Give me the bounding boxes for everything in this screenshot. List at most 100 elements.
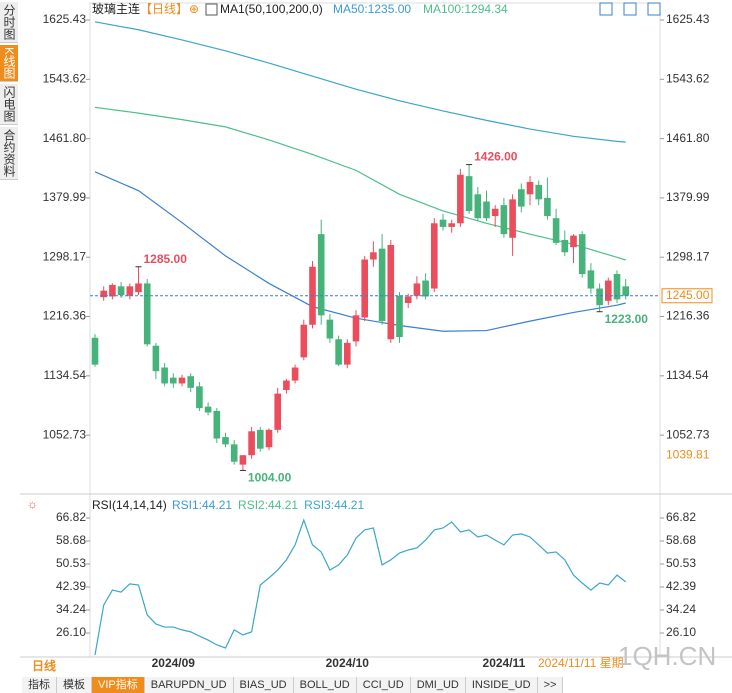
- candle-body: [300, 324, 308, 358]
- candle-body: [317, 234, 325, 316]
- candle-body: [91, 337, 99, 365]
- ma-line: [94, 171, 626, 332]
- y-tick-label: 66.82: [56, 510, 86, 524]
- candle-body: [622, 286, 629, 296]
- candle-body: [143, 283, 151, 345]
- ma-text: MA50:1235.00: [333, 2, 411, 16]
- y-tick-label: 1298.17: [43, 249, 87, 263]
- icon[interactable]: ☼: [27, 497, 38, 511]
- candle-body: [352, 315, 360, 342]
- candle-body: [431, 223, 438, 289]
- candle-body: [170, 377, 177, 384]
- x-tick-label: 2024/11: [483, 656, 526, 670]
- tab[interactable]: 模板: [57, 677, 92, 693]
- y-tick-label: 1625.43: [43, 12, 87, 26]
- annotation: 1223.00: [605, 312, 649, 326]
- period: 【日线】: [140, 2, 188, 16]
- candle-body: [291, 367, 299, 381]
- tab[interactable]: >>: [537, 677, 564, 693]
- candle-body: [378, 248, 386, 322]
- side-tab[interactable]: K线图: [0, 45, 18, 83]
- candle-body: [500, 205, 508, 235]
- y-tick-label: 1543.62: [43, 71, 87, 85]
- y-tick-label: 1216.36: [43, 309, 87, 323]
- candle-body: [283, 380, 290, 390]
- candle-body: [457, 174, 464, 224]
- toolbar: [599, 2, 661, 16]
- candle-body: [570, 235, 577, 248]
- legend-entry: RSI1:44.21: [172, 498, 232, 512]
- candle-body: [257, 429, 264, 449]
- chart: 玻璃主连 【日线】 ⊕ MA1(50,100,200,0) MA50:1235.…: [20, 1, 732, 673]
- y-tick-label: 1543.62: [666, 71, 710, 85]
- tool-button[interactable]: [623, 2, 637, 16]
- tab[interactable]: BOLL_UD: [293, 677, 357, 693]
- y-tick-label: 1134.54: [666, 368, 709, 382]
- date-label: 2024/11/11 星期: [538, 656, 624, 670]
- candle-body: [561, 239, 569, 253]
- candle-body: [465, 176, 473, 211]
- tab[interactable]: CCI_UD: [356, 677, 411, 693]
- tab[interactable]: 指标: [22, 677, 57, 693]
- candle-body: [135, 283, 142, 293]
- y-tick-label: 1461.80: [666, 131, 710, 145]
- side-tab[interactable]: 分时图: [0, 2, 18, 43]
- candle-body: [396, 295, 403, 338]
- ma-line: [94, 106, 626, 261]
- watermark: 1QH.CN: [618, 641, 716, 671]
- candle-body: [204, 406, 212, 413]
- candle-body: [605, 280, 612, 301]
- candle-body: [370, 252, 377, 260]
- y-tick-label: 1461.80: [43, 131, 87, 145]
- annotation: 1004.00: [248, 471, 292, 485]
- candle-body: [248, 431, 255, 456]
- candle-body: [587, 270, 595, 289]
- y-tick-label: 58.68: [56, 533, 86, 547]
- candle-body: [239, 455, 247, 465]
- side-tab[interactable]: 合约资料: [0, 127, 18, 180]
- y-tick-label: 66.82: [666, 510, 696, 524]
- title: 玻璃主连: [92, 1, 140, 16]
- candle-body: [439, 219, 447, 227]
- icon[interactable]: [205, 3, 218, 16]
- candle-body: [518, 189, 525, 207]
- y-tick-label: 26.10: [666, 625, 696, 639]
- candle-body: [335, 339, 342, 365]
- candle-body: [596, 288, 603, 306]
- y-tick-label: 1052.73: [43, 427, 87, 441]
- indicator: MA1(50,100,200,0): [220, 2, 323, 16]
- legend-entry: RSI2:44.21: [238, 498, 298, 512]
- candle-body: [552, 218, 560, 243]
- tab[interactable]: DMI_UD: [410, 677, 466, 693]
- candle-body: [161, 367, 168, 384]
- candle-body: [613, 274, 621, 300]
- tab[interactable]: BIAS_UD: [233, 677, 294, 693]
- side-tab[interactable]: 闪电图: [0, 84, 18, 125]
- legend-entry: RSI3:44.21: [304, 498, 364, 512]
- candle-body: [413, 283, 421, 296]
- candle-body: [126, 286, 134, 296]
- tool-button[interactable]: [647, 2, 661, 16]
- candle-body: [230, 444, 238, 462]
- y-tick-label: 1134.54: [44, 368, 87, 382]
- candle-body: [448, 223, 455, 227]
- candle-body: [483, 201, 490, 219]
- y-tick-label: 42.39: [56, 579, 86, 593]
- last-price-label: 1245.00: [666, 288, 710, 302]
- price-tag: [662, 448, 712, 463]
- frame: [89, 2, 661, 658]
- period-tab[interactable]: 日线: [32, 658, 56, 673]
- candle-body: [187, 376, 194, 388]
- tab[interactable]: INSIDE_UD: [465, 677, 538, 693]
- icon[interactable]: ⊕: [189, 2, 199, 16]
- candle-body: [274, 393, 281, 430]
- tool-button[interactable]: [599, 2, 613, 16]
- x-tick-label: 2024/10: [326, 656, 370, 670]
- candle-body: [213, 410, 221, 439]
- tab[interactable]: BARUPDN_UD: [144, 677, 234, 693]
- candle-body: [178, 377, 186, 384]
- ma-text: MA100:1294.34: [423, 2, 508, 16]
- y-tick-label: 50.53: [666, 556, 696, 570]
- tab[interactable]: VIP指标: [92, 677, 145, 693]
